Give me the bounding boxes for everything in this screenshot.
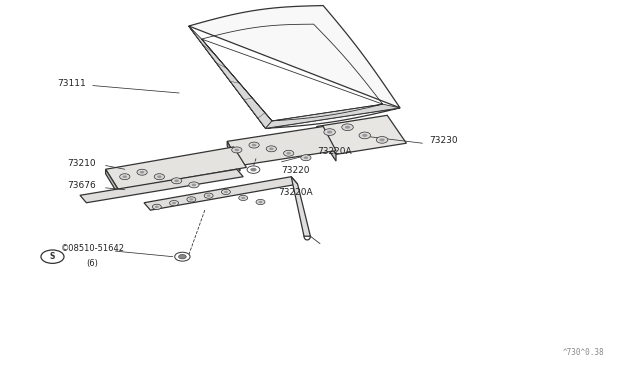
Circle shape (207, 195, 211, 197)
Text: 73220A: 73220A (278, 188, 313, 197)
Polygon shape (266, 104, 400, 128)
Text: 73220: 73220 (282, 166, 310, 175)
Text: 73210: 73210 (67, 158, 96, 167)
Circle shape (224, 191, 228, 193)
Circle shape (152, 204, 161, 209)
Text: (6): (6) (86, 259, 99, 268)
Circle shape (345, 126, 350, 129)
Text: S: S (50, 252, 55, 261)
Circle shape (172, 202, 176, 204)
Polygon shape (106, 169, 118, 195)
Circle shape (137, 169, 147, 175)
Circle shape (155, 206, 159, 208)
Circle shape (362, 134, 367, 137)
Circle shape (239, 195, 248, 201)
Polygon shape (80, 169, 243, 203)
Circle shape (303, 156, 308, 159)
Circle shape (174, 179, 179, 182)
Text: 73220A: 73220A (317, 147, 351, 156)
Circle shape (172, 178, 182, 184)
Circle shape (342, 124, 353, 131)
Circle shape (221, 189, 230, 195)
Circle shape (256, 199, 265, 205)
Circle shape (259, 201, 262, 203)
Circle shape (241, 197, 245, 199)
Circle shape (376, 137, 388, 143)
Circle shape (204, 193, 213, 198)
Circle shape (286, 152, 291, 155)
Circle shape (252, 144, 257, 147)
Polygon shape (317, 126, 336, 161)
Circle shape (154, 174, 164, 180)
Circle shape (122, 175, 127, 178)
Circle shape (232, 147, 242, 153)
Circle shape (234, 148, 239, 151)
Circle shape (175, 252, 190, 261)
Text: 73230: 73230 (429, 136, 458, 145)
Polygon shape (189, 26, 272, 128)
Circle shape (191, 183, 196, 186)
Circle shape (140, 171, 145, 174)
Circle shape (179, 254, 186, 259)
Circle shape (301, 155, 311, 161)
Circle shape (250, 168, 257, 171)
Text: 73111: 73111 (58, 78, 86, 87)
Circle shape (187, 197, 196, 202)
Circle shape (269, 147, 274, 150)
Circle shape (249, 142, 259, 148)
Circle shape (266, 146, 276, 152)
Polygon shape (291, 177, 310, 236)
Circle shape (359, 132, 371, 139)
Text: ^730^0.38: ^730^0.38 (563, 348, 605, 357)
Circle shape (324, 129, 335, 135)
Polygon shape (106, 147, 246, 190)
Circle shape (157, 175, 162, 178)
Text: 73676: 73676 (67, 181, 96, 190)
Polygon shape (189, 6, 400, 128)
Circle shape (120, 174, 130, 180)
Circle shape (327, 131, 332, 134)
Polygon shape (227, 141, 240, 171)
Polygon shape (227, 126, 336, 166)
Circle shape (247, 166, 260, 173)
Circle shape (284, 150, 294, 156)
Circle shape (170, 201, 179, 206)
Circle shape (189, 182, 199, 188)
Circle shape (189, 198, 193, 201)
Polygon shape (144, 177, 298, 210)
Polygon shape (317, 115, 406, 154)
Circle shape (380, 138, 385, 141)
Text: ©08510-51642: ©08510-51642 (61, 244, 125, 253)
